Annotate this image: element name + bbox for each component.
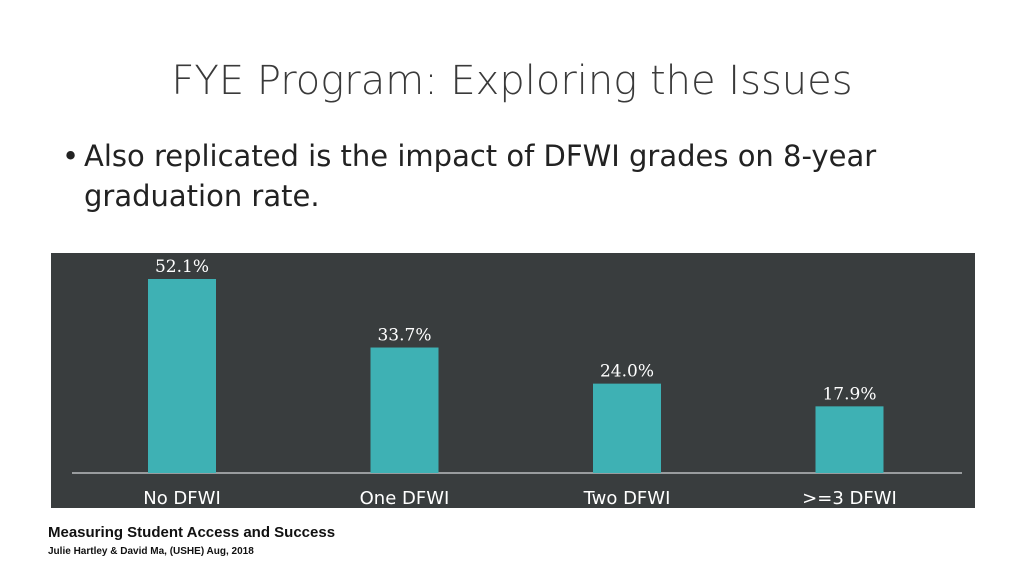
footer-credit: Julie Hartley & David Ma, (USHE) Aug, 20… [48, 546, 254, 557]
category-label-2: One DFWI [360, 488, 450, 508]
bullet-point: • Also replicated is the impact of DFWI … [62, 136, 962, 216]
bar-chart: 52.1% No DFWI 33.7% One DFWI 24.0% Two DFWI 17… [51, 253, 975, 508]
bar-4 [815, 406, 884, 473]
category-label-3: Two DFWI [583, 488, 671, 508]
chart-svg: 52.1% No DFWI 33.7% One DFWI 24.0% Two DFWI 17… [72, 257, 962, 508]
data-label-1: 52.1% [155, 257, 209, 277]
bullet-dot-icon: • [62, 139, 80, 173]
bar-1 [148, 279, 216, 473]
data-label-3: 24.0% [600, 362, 654, 382]
category-label-1: No DFWI [143, 488, 221, 508]
category-label-4: >=3 DFWI [802, 488, 897, 508]
data-label-2: 33.7% [377, 326, 431, 346]
bar-3 [593, 383, 661, 473]
footer-title: Measuring Student Access and Success [48, 524, 336, 541]
bar-2 [370, 347, 439, 473]
bullet-text: Also replicated is the impact of DFWI gr… [84, 139, 877, 213]
data-label-4: 17.9% [822, 384, 876, 404]
slide-title: FYE Program: Exploring the Issues [171, 58, 853, 104]
